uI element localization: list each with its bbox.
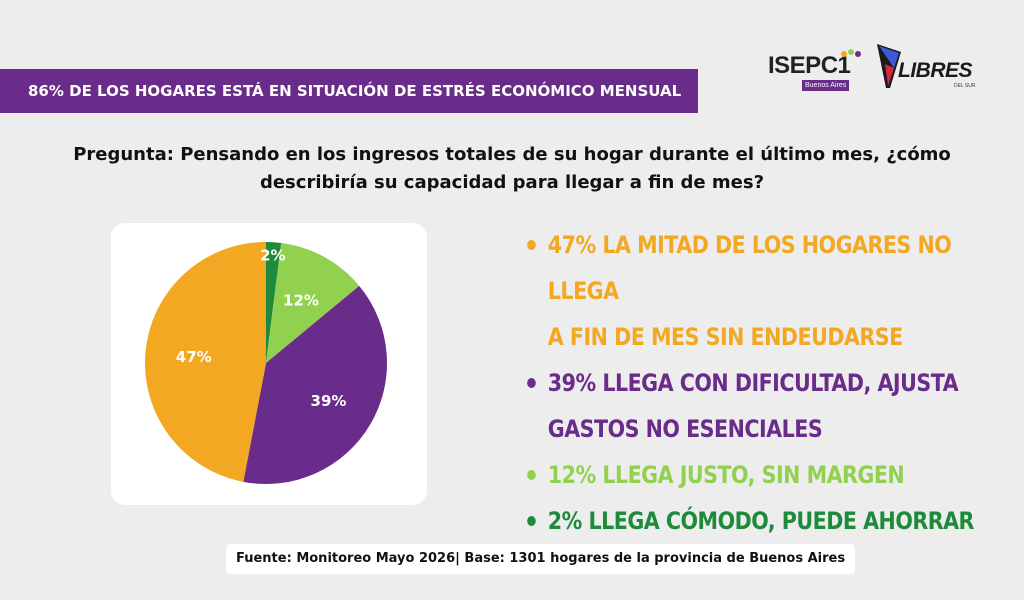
libres-flag-icon: [877, 44, 901, 88]
pie-slice-label-1: 12%: [283, 291, 319, 309]
pie-chart: 2% 12% 39% 47%: [145, 242, 387, 484]
pie-slice-3: [145, 242, 266, 482]
pie-slice-label-3: 47%: [176, 348, 212, 366]
source-note: Fuente: Monitoreo Mayo 2026| Base: 1301 …: [226, 544, 856, 574]
legend-bullet-icon: [527, 378, 536, 388]
pie-slice-2: [243, 285, 387, 484]
isepci-logo: ISEPC1 Buenos Aires: [768, 48, 864, 92]
survey-question: Pregunta: Pensando en los ingresos total…: [73, 144, 951, 193]
headline-text: 86% DE LOS HOGARES ESTÁ EN SITUACIÓN DE …: [28, 82, 682, 100]
libres-logo-name: LIBRES: [898, 59, 973, 82]
chart-legend: 47% LA MITAD DE LOS HOGARES NO LLEGA A FI…: [522, 222, 982, 544]
legend-text: A FIN DE MES SIN ENDEUDARSE: [547, 323, 903, 351]
legend-text: 12% LLEGA JUSTO, SIN MARGEN: [547, 461, 905, 489]
legend-text: 2% LLEGA CÓMODO, PUEDE AHORRAR: [547, 507, 975, 535]
legend-text: GASTOS NO ESENCIALES: [547, 415, 823, 443]
pie-slice-1: [266, 242, 360, 363]
legend-bullet-icon: [527, 240, 536, 250]
headline-banner: 86% DE LOS HOGARES ESTÁ EN SITUACIÓN DE …: [0, 69, 698, 113]
legend-text: 47% LA MITAD DE LOS HOGARES NO LLEGA: [547, 231, 952, 305]
legend-item-0-line-1: A FIN DE MES SIN ENDEUDARSE: [522, 314, 995, 360]
legend-item-1-line-0: 39% LLEGA CON DIFICULTAD, AJUSTA: [522, 360, 995, 406]
legend-bullet-icon: [527, 516, 536, 526]
legend-item-1-line-1: GASTOS NO ESENCIALES: [522, 406, 995, 452]
pie-slice-0: [266, 242, 282, 363]
libres-logo: LIBRES DEL SUR: [874, 42, 976, 92]
legend-text: 39% LLEGA CON DIFICULTAD, AJUSTA: [547, 369, 959, 397]
isepci-logo-sub: Buenos Aires: [802, 80, 850, 91]
isepci-logo-name: ISEPC1: [768, 52, 851, 79]
libres-logo-sub: DEL SUR: [954, 83, 976, 89]
legend-item-2-line-0: 12% LLEGA JUSTO, SIN MARGEN: [522, 452, 995, 498]
isepci-logo-dots: [841, 49, 861, 57]
legend-item-3-line-0: 2% LLEGA CÓMODO, PUEDE AHORRAR: [522, 498, 995, 544]
pie-slice-label-0: 2%: [260, 246, 285, 264]
legend-bullet-icon: [527, 470, 536, 480]
pie-chart-card: 2% 12% 39% 47%: [111, 223, 427, 505]
pie-slice-label-2: 39%: [311, 392, 347, 410]
legend-item-0-line-0: 47% LA MITAD DE LOS HOGARES NO LLEGA: [522, 222, 995, 314]
